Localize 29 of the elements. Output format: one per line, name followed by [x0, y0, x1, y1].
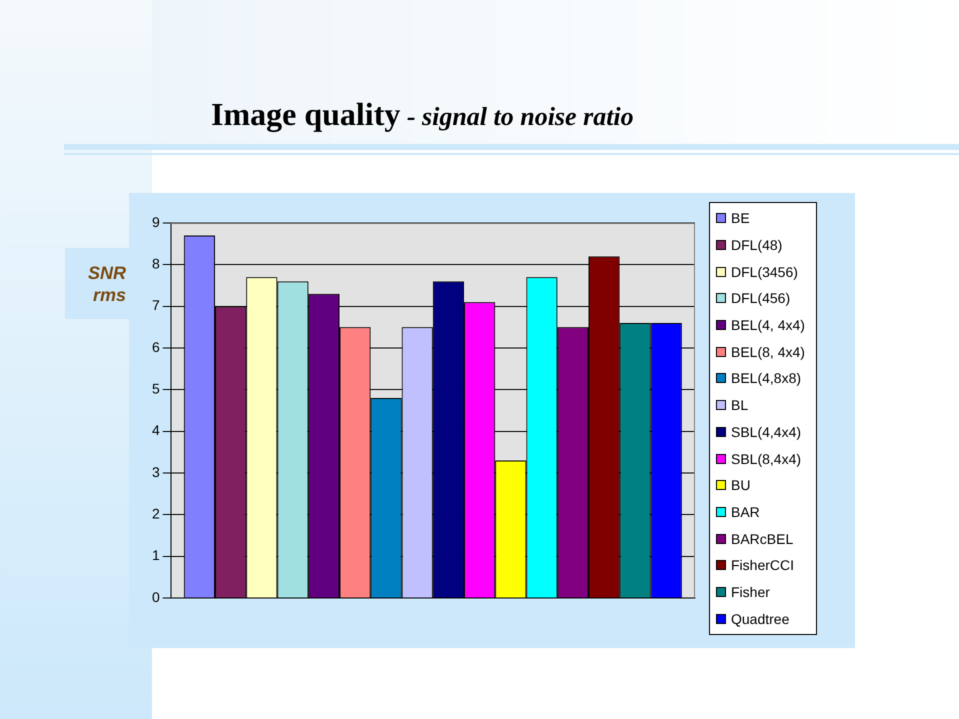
legend-label: BE — [731, 210, 750, 226]
legend-label: DFL(48) — [731, 237, 782, 254]
y-tick-label: 4 — [152, 422, 160, 438]
legend-label: Quadtree — [731, 610, 790, 627]
y-axis-title: SNR rms — [86, 262, 126, 306]
y-tick-label: 7 — [152, 297, 160, 314]
legend-label: Fisher — [731, 584, 770, 600]
legend-label: DFL(3456) — [731, 264, 798, 280]
legend-label: BU — [731, 477, 750, 494]
legend-label: BEL(4,8x8) — [731, 370, 802, 386]
legend-label: SBL(8,4x4) — [731, 450, 802, 467]
legend-label: BL — [731, 397, 748, 414]
y-tick-label: 6 — [152, 338, 160, 355]
legend-label: BAR — [731, 504, 760, 520]
y-tick-label: 2 — [152, 506, 160, 522]
legend-label: BEL(4, 4x4) — [731, 317, 805, 334]
legend-label: SBL(4,4x4) — [731, 424, 802, 440]
legend-label: DFL(456) — [731, 290, 790, 306]
y-tick-label: 8 — [152, 256, 160, 272]
y-tick-label: 3 — [152, 464, 160, 480]
y-tick-label: 5 — [152, 380, 160, 397]
legend-label: FisherCCI — [731, 557, 794, 574]
y-tick-label: 9 — [152, 214, 160, 230]
y-tick-label: 1 — [152, 547, 160, 564]
chart-subtitle: - signal to noise ratio — [406, 102, 634, 131]
chart-title: Image quality — [211, 96, 400, 132]
y-tick-label: 0 — [152, 588, 160, 605]
legend-label: BEL(8, 4x4) — [731, 344, 805, 360]
legend-label: BARcBEL — [731, 530, 794, 547]
